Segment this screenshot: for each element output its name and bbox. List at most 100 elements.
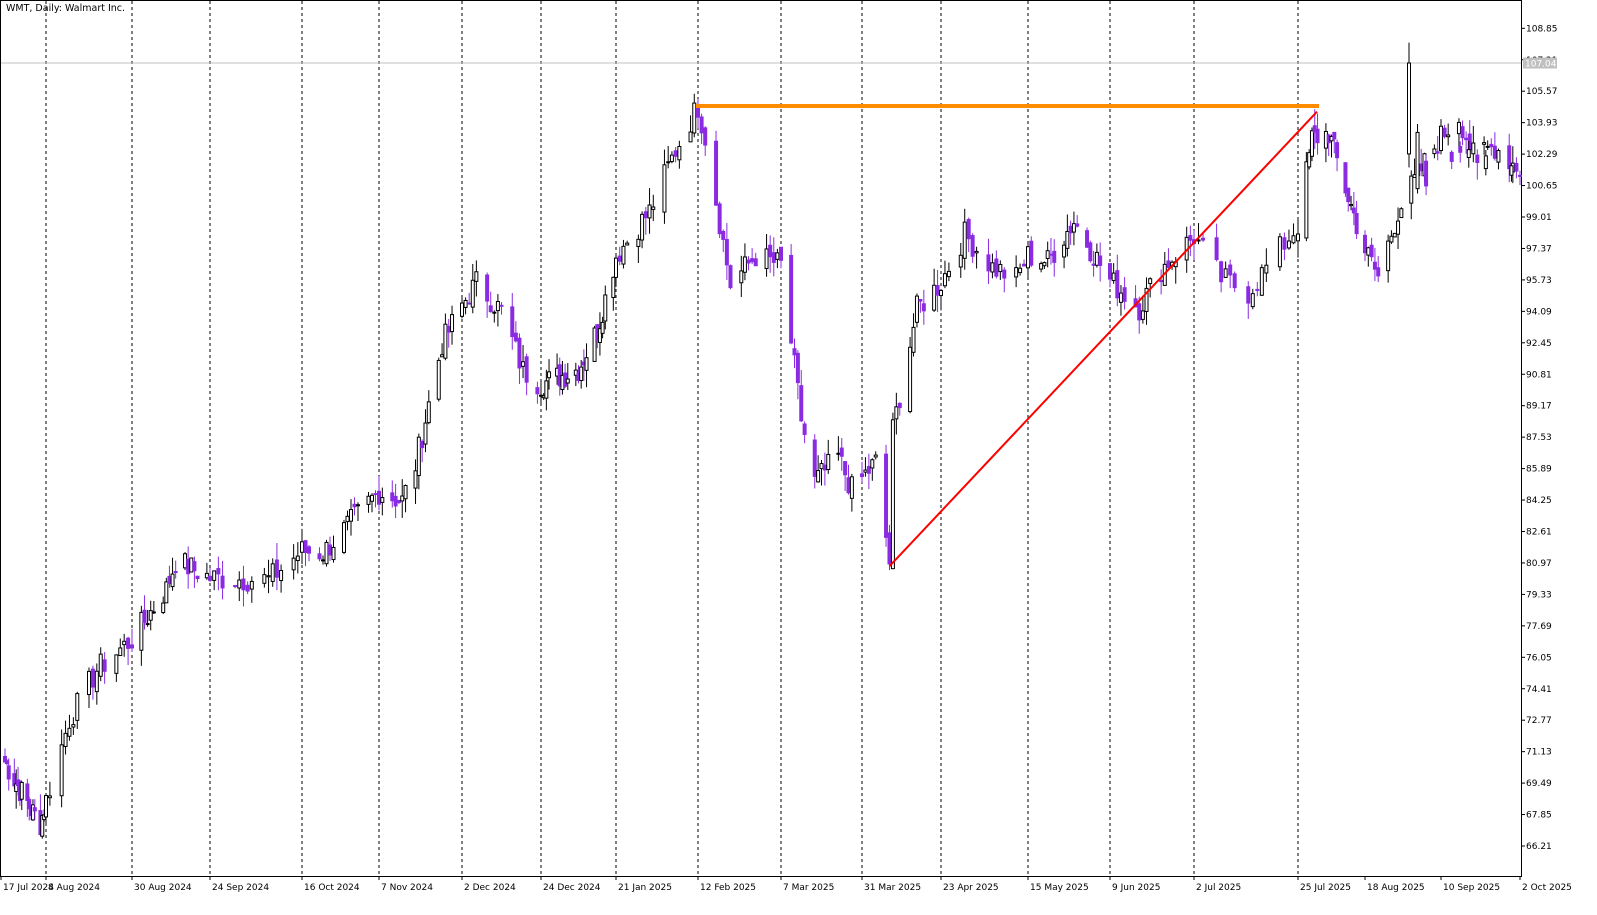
bull-candle: [849, 476, 854, 499]
bull-candle: [636, 238, 641, 247]
bull-candle: [249, 580, 254, 590]
bear-candle: [703, 127, 708, 146]
bear-candle: [488, 305, 493, 313]
bear-candle: [1449, 151, 1454, 162]
bull-candle: [324, 541, 329, 565]
bull-candle: [816, 470, 821, 483]
support-trendline[interactable]: [888, 111, 1318, 567]
bear-candle: [6, 765, 11, 780]
bull-candle: [416, 436, 421, 476]
bear-candle: [802, 423, 807, 435]
candles: [3, 42, 1522, 839]
bear-candle: [126, 637, 131, 649]
bull-candle: [161, 602, 166, 614]
bull-candle: [1259, 267, 1264, 296]
bear-candle: [1159, 279, 1164, 283]
bear-candle: [1188, 235, 1193, 241]
bear-candle: [130, 644, 134, 649]
bull-candle: [990, 262, 995, 273]
bear-candle: [866, 466, 871, 474]
bear-candle: [714, 140, 719, 206]
bull-candle: [1039, 263, 1044, 270]
bear-candle: [994, 258, 999, 277]
bear-candle: [746, 259, 751, 264]
bull-candle: [890, 419, 895, 570]
bull-candle: [1045, 250, 1050, 259]
bear-candle: [935, 284, 940, 296]
bull-candle: [1386, 240, 1391, 272]
bull-candle: [436, 359, 441, 400]
bear-candle: [921, 303, 926, 312]
bull-candle: [1309, 130, 1314, 157]
bear-candle: [317, 553, 322, 560]
y-tick-label: 72.77: [1526, 716, 1552, 726]
bull-candle: [443, 323, 448, 359]
bull-candle: [775, 252, 780, 260]
bear-candle: [535, 387, 540, 395]
bear-candle: [986, 254, 991, 272]
bull-candle: [1277, 236, 1282, 268]
bull-candle: [1307, 152, 1312, 168]
bull-candle: [1118, 292, 1123, 303]
bear-candle: [717, 203, 722, 235]
bull-candle: [1496, 150, 1501, 163]
bull-candle: [974, 250, 979, 254]
bear-candle: [186, 558, 191, 575]
bear-candle: [1088, 242, 1093, 262]
bear-candle: [1255, 288, 1260, 291]
bull-candle: [423, 422, 428, 445]
bull-candle: [204, 572, 209, 579]
bull-candle: [677, 145, 682, 161]
bull-candle: [183, 553, 188, 569]
bear-candle: [192, 561, 197, 572]
bull-candle: [911, 326, 916, 353]
bull-candle: [742, 256, 747, 273]
y-tick-label: 99.01: [1526, 213, 1552, 223]
bear-candle: [1122, 287, 1127, 302]
bull-candle: [597, 328, 602, 343]
bull-candle: [300, 541, 304, 553]
bull-candle: [1223, 268, 1228, 278]
bear-candle: [524, 356, 529, 383]
y-tick-label: 89.17: [1526, 402, 1552, 412]
bear-candle: [510, 306, 515, 338]
bull-candle: [1042, 262, 1047, 267]
bear-candle: [499, 304, 504, 307]
bear-candle: [233, 585, 238, 588]
bear-candle: [696, 106, 700, 118]
bull-candle: [189, 557, 194, 573]
plot-area: [0, 0, 1522, 877]
bear-candle: [307, 546, 311, 554]
bear-candle: [216, 568, 221, 575]
bull-candle: [495, 300, 500, 312]
x-tick-label: 7 Nov 2024: [381, 883, 433, 893]
bear-candle: [812, 439, 817, 477]
bull-candle: [1399, 208, 1404, 219]
bear-candle: [393, 495, 398, 507]
bull-candle: [942, 273, 947, 287]
bear-candle: [1514, 162, 1519, 172]
x-tick-label: 16 Oct 2024: [304, 883, 360, 893]
bull-candle: [30, 804, 35, 821]
x-tick-label: 9 Jun 2025: [1112, 883, 1160, 893]
bull-candle: [870, 459, 875, 469]
bull-candle: [1065, 231, 1070, 249]
bear-candle: [1201, 237, 1206, 241]
bull-candle: [914, 295, 919, 323]
price-axis: 108.85107.21105.57103.93102.29100.6599.0…: [1521, 24, 1558, 852]
bear-candle: [303, 540, 308, 554]
bear-candle: [4, 760, 9, 765]
bear-candle: [699, 116, 704, 134]
bear-candle: [771, 252, 776, 263]
bull-candle: [114, 654, 119, 674]
bull-candle: [1415, 131, 1420, 190]
x-tick-label: 12 Feb 2025: [700, 883, 756, 893]
y-tick-label: 69.49: [1526, 779, 1552, 789]
bull-candle: [67, 727, 72, 737]
x-tick-label: 17 Jul 2024: [3, 883, 54, 893]
bear-candle: [1214, 237, 1219, 260]
x-tick-label: 2 Oct 2025: [1522, 883, 1572, 893]
bull-candle: [932, 284, 937, 311]
y-tick-label: 102.29: [1526, 150, 1558, 160]
